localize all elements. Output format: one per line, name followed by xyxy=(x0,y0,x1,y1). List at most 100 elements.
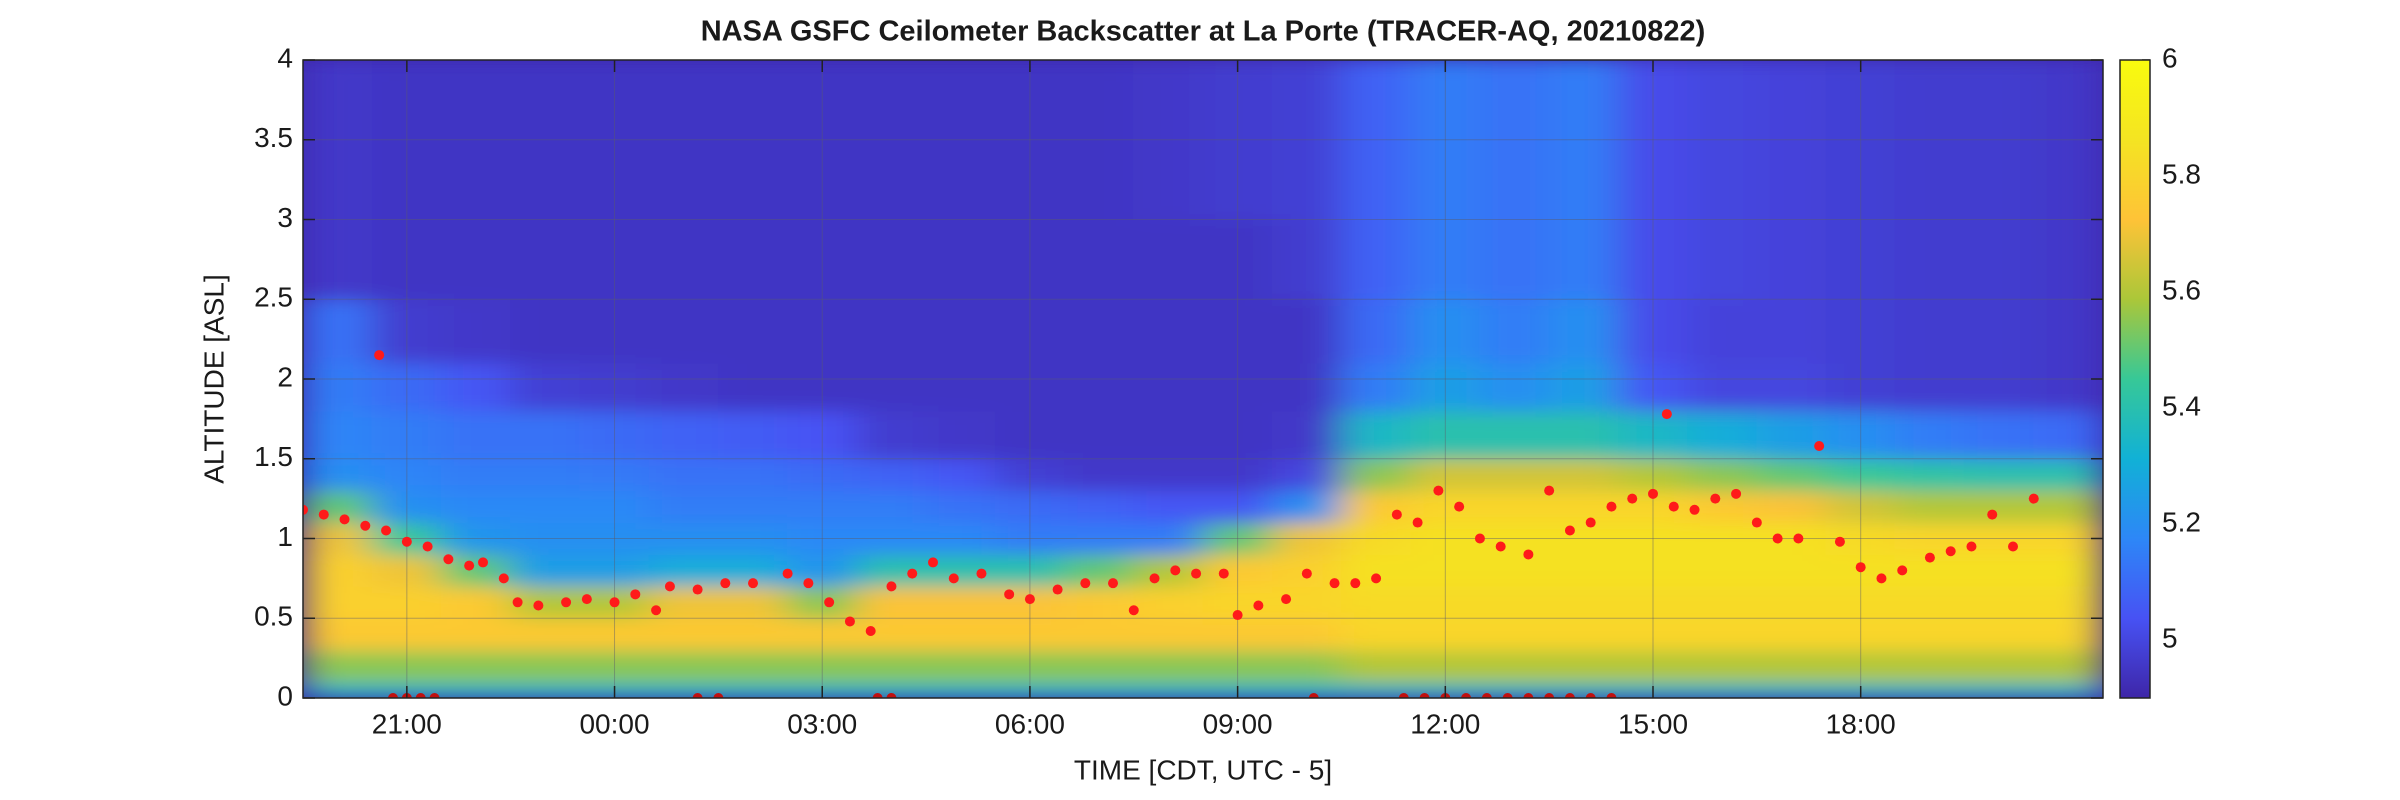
heatmap-cell xyxy=(1825,60,1896,220)
pbl-marker xyxy=(1627,493,1638,504)
heatmap-cell xyxy=(1964,553,2035,587)
chart-title: NASA GSFC Ceilometer Backscatter at La P… xyxy=(701,16,1706,48)
pbl-marker xyxy=(1661,409,1672,420)
heatmap-cell xyxy=(1410,553,1481,587)
heatmap-cell xyxy=(1756,585,1827,619)
heatmap-cell xyxy=(1548,617,1619,651)
heatmap-cell xyxy=(1756,490,1827,524)
heatmap-cell xyxy=(579,490,650,524)
pbl-marker xyxy=(1689,504,1700,515)
pbl-marker xyxy=(581,594,592,605)
heatmap-cell xyxy=(1133,681,1204,698)
pbl-marker xyxy=(429,693,440,698)
heatmap-cell xyxy=(1271,298,1342,364)
heatmap-cell xyxy=(856,60,927,220)
heatmap-cell xyxy=(2033,553,2103,587)
pbl-marker xyxy=(1454,501,1465,512)
heatmap-cell xyxy=(1133,522,1204,555)
pbl-marker xyxy=(1108,578,1118,589)
heatmap-cell xyxy=(1825,585,1896,619)
pbl-marker xyxy=(1232,610,1243,621)
pbl-marker xyxy=(886,581,897,592)
pbl-marker xyxy=(401,536,412,547)
heatmap-cell xyxy=(440,410,512,460)
pbl-marker xyxy=(1398,693,1409,698)
heatmap-cell xyxy=(371,585,442,619)
pbl-marker xyxy=(664,581,675,592)
heatmap-cell xyxy=(787,458,858,492)
heatmap-cell xyxy=(856,681,927,698)
heatmap-cell xyxy=(1271,490,1342,524)
heatmap-cell xyxy=(1064,617,1135,651)
pbl-marker xyxy=(1253,600,1264,611)
heatmap-cell xyxy=(1410,60,1481,220)
heatmap-cell xyxy=(510,60,581,220)
pbl-marker xyxy=(1731,488,1742,499)
heatmap-cell xyxy=(994,60,1066,220)
heatmap-cell xyxy=(717,617,789,651)
heatmap-cell xyxy=(648,219,719,300)
heatmap-cell xyxy=(1410,219,1481,300)
heatmap-cell xyxy=(1756,60,1827,220)
heatmap-cell xyxy=(1202,617,1273,651)
heatmap-cell xyxy=(925,522,996,555)
pbl-marker xyxy=(1523,693,1534,698)
heatmap-cell xyxy=(994,298,1066,364)
heatmap-cell xyxy=(2033,362,2103,412)
heatmap-cell xyxy=(1894,490,1966,524)
heatmap-cell xyxy=(579,219,650,300)
heatmap-cell xyxy=(510,490,581,524)
pbl-marker xyxy=(443,554,454,565)
heatmap-cell xyxy=(1133,410,1204,460)
heatmap-cell xyxy=(2033,585,2103,619)
heatmap-cell xyxy=(1479,490,1550,524)
heatmap-cell xyxy=(1410,649,1481,683)
heatmap-cell xyxy=(1340,60,1412,220)
heatmap-cell xyxy=(1271,617,1342,651)
heatmap-cell xyxy=(717,219,789,300)
heatmap-cell xyxy=(1340,298,1412,364)
pbl-marker xyxy=(1502,693,1513,698)
heatmap-cell xyxy=(1617,649,1689,683)
heatmap-cell xyxy=(994,522,1066,555)
heatmap-cell xyxy=(787,410,858,460)
heatmap-cell xyxy=(1479,362,1550,412)
heatmap-cell xyxy=(1202,60,1273,220)
heatmap-cell xyxy=(510,362,581,412)
colorbar-tick-label: 6 xyxy=(2162,42,2178,73)
heatmap-cell xyxy=(1133,617,1204,651)
heatmap-cell xyxy=(1479,410,1550,460)
heatmap-cell xyxy=(1756,522,1827,555)
pbl-marker xyxy=(803,578,814,589)
heatmap-cell xyxy=(1964,410,2035,460)
pbl-marker xyxy=(1495,541,1506,552)
heatmap-cell xyxy=(648,458,719,492)
heatmap-cell xyxy=(1202,522,1273,555)
pbl-marker xyxy=(948,573,959,584)
heatmap-cell xyxy=(1479,681,1550,698)
heatmap-cell xyxy=(856,490,927,524)
heatmap-cell xyxy=(1894,458,1966,492)
x-tick-label: 21:00 xyxy=(372,708,442,739)
heatmap-cell xyxy=(1548,585,1619,619)
heatmap-cell xyxy=(2033,490,2103,524)
heatmap-cell xyxy=(1687,60,1758,220)
heatmap-cell xyxy=(1271,219,1342,300)
heatmap-cell xyxy=(440,585,512,619)
heatmap-cell xyxy=(1825,649,1896,683)
heatmap-cell xyxy=(925,60,996,220)
heatmap-cell xyxy=(925,458,996,492)
heatmap-cell xyxy=(1133,219,1204,300)
heatmap-cell xyxy=(1756,458,1827,492)
heatmap-cell xyxy=(648,298,719,364)
pbl-marker xyxy=(976,568,987,579)
heatmap-cell xyxy=(1756,362,1827,412)
heatmap-cell xyxy=(371,362,442,412)
heatmap-cell xyxy=(2033,649,2103,683)
markers xyxy=(303,350,2039,698)
pbl-marker xyxy=(1052,584,1063,595)
heatmap-cell xyxy=(1271,458,1342,492)
heatmap-cell xyxy=(648,362,719,412)
heatmap-cell xyxy=(994,410,1066,460)
